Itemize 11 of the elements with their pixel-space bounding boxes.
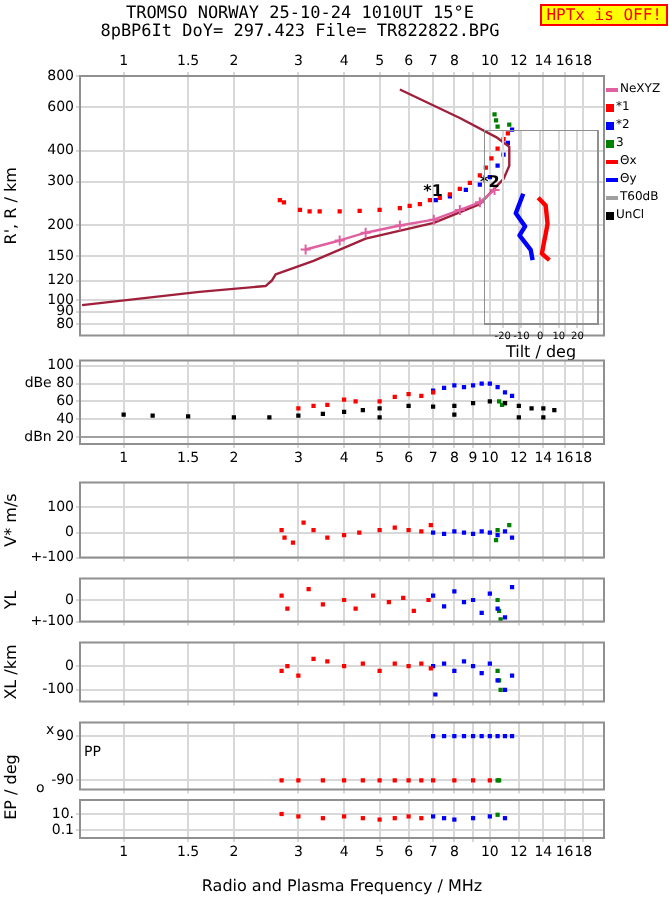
text: HPTx is OFF! [540,4,668,26]
x-axis-title: Tilt / deg [503,342,577,361]
chart-subtitle: 8pBP6It DoY= 297.423 File= TR822822.BPG [98,22,502,42]
y-axis-title: XL /km [2,643,21,700]
y-axis-title: V* m/s [2,493,21,547]
annotation: *1 [423,182,444,201]
x-axis-title: Radio and Plasma Frequency / MHz [201,876,483,895]
y-axis-title: EP / deg [2,754,21,820]
y-axis-title: R', R / km [2,166,21,245]
chart-title: TROMSO NORWAY 25-10-24 1010UT 15°E [126,4,474,24]
y-axis-title: YL [2,589,21,612]
